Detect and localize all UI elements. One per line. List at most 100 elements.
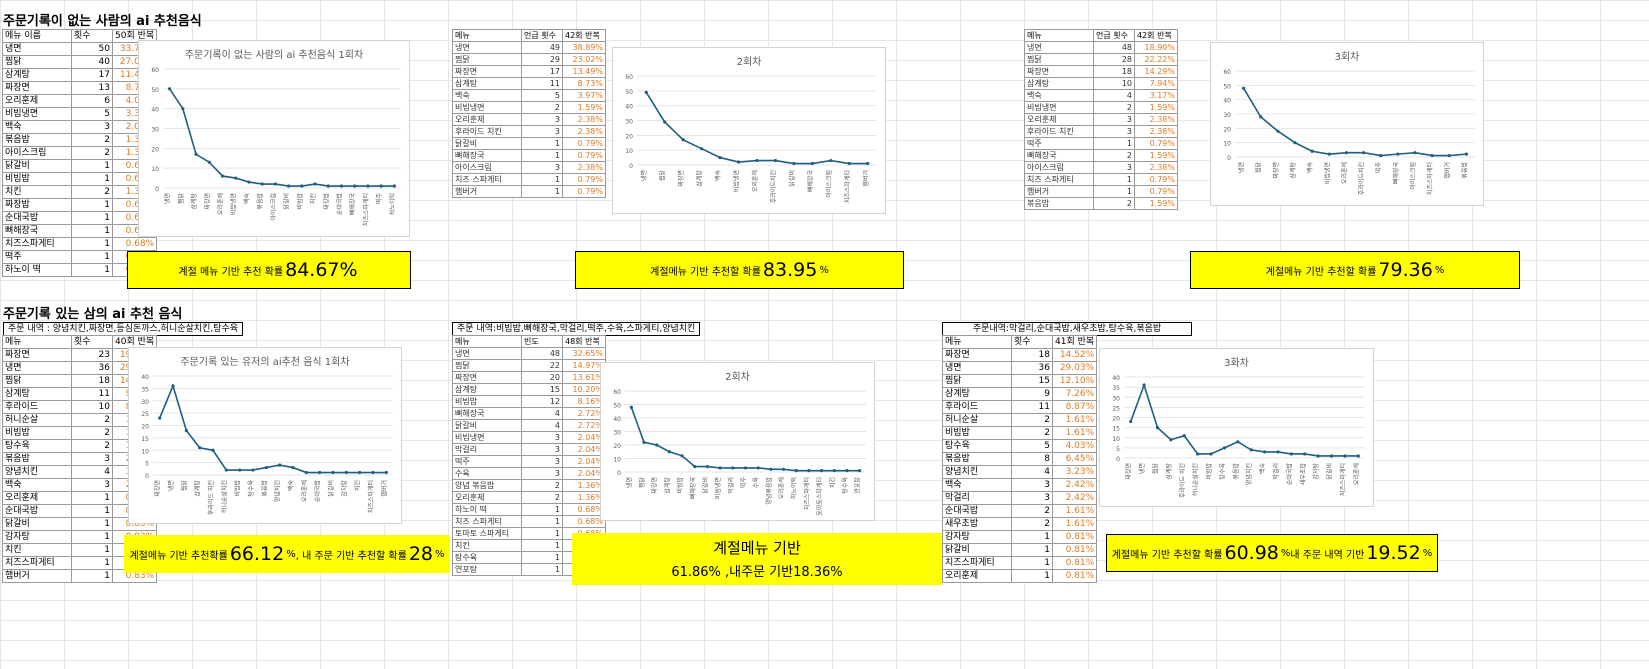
menu-name-cell: 찜닭: [2, 55, 72, 69]
x-tick-label: 오리훈제: [1340, 162, 1348, 184]
y-tick-label: 30: [141, 399, 149, 406]
table-header-cell: 메뉴 이름: [2, 29, 72, 43]
data-point: [220, 174, 225, 178]
percent-cell: 23.02%: [562, 53, 606, 66]
data-point: [1310, 149, 1314, 153]
x-tick-label: 치즈스파게티: [803, 477, 811, 510]
x-tick-label: 뼈해장국: [689, 477, 697, 500]
table-row: 치즈 스파게티 1 0.68%: [452, 515, 606, 528]
y-tick-label: 40: [613, 416, 621, 423]
menu-name-cell: 떡주: [452, 455, 522, 468]
table-row: 찜닭 15 12.10%: [942, 374, 1098, 388]
table-row: 막걸리 3 2.04%: [452, 443, 606, 456]
summary-line-2: 61.86% ,내주문 기반18.36%: [671, 565, 843, 580]
data-point: [832, 469, 836, 473]
frequency-table-top-1: 메뉴 이름 횟수 50회 반복 냉면 50 33.78% 찜닭 40 27.03% 삼계탕 17 11…: [2, 29, 158, 277]
count-cell: 9: [1011, 387, 1053, 401]
count-cell: 1: [71, 569, 113, 583]
table-row: 후라이드 치킨 3 2.38%: [1024, 125, 1178, 138]
data-point: [353, 184, 357, 188]
percent-cell: 2.38%: [562, 113, 606, 126]
count-cell: 1: [71, 504, 113, 518]
count-cell: 36: [1011, 361, 1053, 375]
order-history-2: 주문 내역:비빔밥,뼈해장국,막걸리,떡주,수육,스파게티,양념치킨: [452, 322, 701, 336]
menu-name-cell: 삼계탕: [1024, 77, 1094, 90]
data-point: [1329, 454, 1334, 458]
x-tick-label: 찜닭: [181, 480, 188, 492]
table-header-cell: 메뉴: [942, 335, 1012, 349]
x-tick-label: 삼계탕: [190, 193, 198, 210]
x-tick-label: 하노이떡: [790, 477, 798, 499]
data-point: [680, 454, 684, 458]
summary-box-6: 계절메뉴 기반 추천할 확률 60.98 % 내 주문 내역 기반 19.52 …: [1106, 534, 1438, 572]
y-tick-label: 0: [1116, 456, 1120, 463]
count-cell: 3: [521, 125, 563, 138]
series-line: [1129, 382, 1359, 457]
data-point: [655, 443, 659, 447]
summary-value: 83.95: [762, 259, 818, 281]
x-tick-label: 아이스크림: [269, 193, 277, 221]
menu-name-cell: 삼계탕: [2, 387, 72, 401]
percent-cell: 0.79%: [1134, 173, 1178, 186]
data-point: [1155, 426, 1160, 430]
menu-name-cell: 토마토 스파게티: [452, 527, 522, 540]
data-point: [700, 147, 704, 151]
summary-label: 계절메뉴 기반 추천확률: [129, 550, 228, 562]
count-cell: 3: [1093, 125, 1135, 138]
table-row: 오리훈제 3 2.38%: [452, 113, 606, 126]
x-tick-label: 짜장면: [677, 170, 685, 187]
table-row: 치즈 스파게티 1 0.79%: [1024, 173, 1178, 186]
table-row: 냉면 48 32.65%: [452, 347, 606, 360]
data-point: [847, 161, 851, 166]
table-row: 삼계탕 9 7.26%: [942, 387, 1098, 401]
menu-name-cell: 닭갈비: [942, 543, 1012, 557]
y-tick-label: 50: [1223, 83, 1231, 90]
percent-cell: 6.45%: [1051, 452, 1098, 466]
menu-name-cell: 오리훈제: [2, 94, 72, 108]
x-tick-label: 닭갈비: [327, 480, 335, 497]
menu-name-cell: 하노이 떡: [2, 263, 72, 277]
y-tick-label: 40: [1112, 375, 1120, 382]
x-tick-label: 순대국밥: [1285, 463, 1293, 486]
count-cell: 3: [1093, 161, 1135, 174]
summary-label-2: 내 주문 내역 기반: [1290, 549, 1365, 561]
data-point: [1447, 153, 1451, 158]
x-tick-label: 후라이드 치킨: [207, 480, 215, 515]
count-cell: 2: [521, 491, 563, 504]
count-cell: 2: [521, 101, 563, 114]
table-row: 찜닭 22 14.97%: [452, 359, 606, 372]
data-point: [1289, 452, 1293, 456]
menu-name-cell: 허니순살: [2, 413, 72, 427]
x-tick-label: 짜장면: [203, 193, 211, 210]
count-cell: 28: [1093, 53, 1135, 66]
x-tick-label: 양념치킨: [274, 480, 282, 502]
y-tick-label: 60: [625, 74, 633, 81]
count-cell: 2: [71, 413, 113, 427]
y-tick-label: 10: [151, 166, 159, 173]
count-cell: 50: [71, 42, 113, 56]
y-tick-label: 50: [625, 89, 633, 96]
summary-line-1: 계절메뉴 기반: [713, 539, 801, 557]
line-chart-bottom-3: 3화차 0 5 10 15 20 25 30 35 40 짜장면 냉면 찜닭 삼계탕 후라이드 치킨 허니순살…: [1099, 348, 1374, 507]
percent-cell: 0.68%: [111, 237, 158, 251]
menu-name-cell: 삼계탕: [452, 383, 522, 396]
chart-title: 주문기록이 없는 사람의 ai 추천음식 1회차: [185, 48, 363, 61]
data-point: [304, 470, 308, 475]
x-tick-label: 치즈스파게티: [1339, 463, 1347, 496]
data-point: [693, 465, 697, 469]
table-row: 삼계탕 11 8.73%: [452, 77, 606, 90]
x-tick-label: 백숙: [1259, 463, 1267, 475]
count-cell: 2: [71, 439, 113, 453]
count-cell: 1: [71, 556, 113, 570]
percent-cell: 38.89%: [562, 41, 606, 54]
menu-name-cell: 햄버거: [452, 185, 522, 198]
line-chart-bottom-1: 주문기록 있는 유저의 ai추천 음식 1회차 0 5 10 15 20 25 30 35 40 짜…: [128, 347, 402, 524]
data-point: [1196, 452, 1200, 456]
table-row: 짜장면 18 14.29%: [1024, 65, 1178, 78]
count-cell: 1: [71, 237, 113, 251]
x-tick-label: 치즈스파게티: [367, 480, 375, 513]
table-row: 순대국밥 2 1.61%: [942, 504, 1098, 518]
table-header-cell: 언급 횟수: [1093, 29, 1135, 42]
data-point: [1182, 434, 1186, 438]
